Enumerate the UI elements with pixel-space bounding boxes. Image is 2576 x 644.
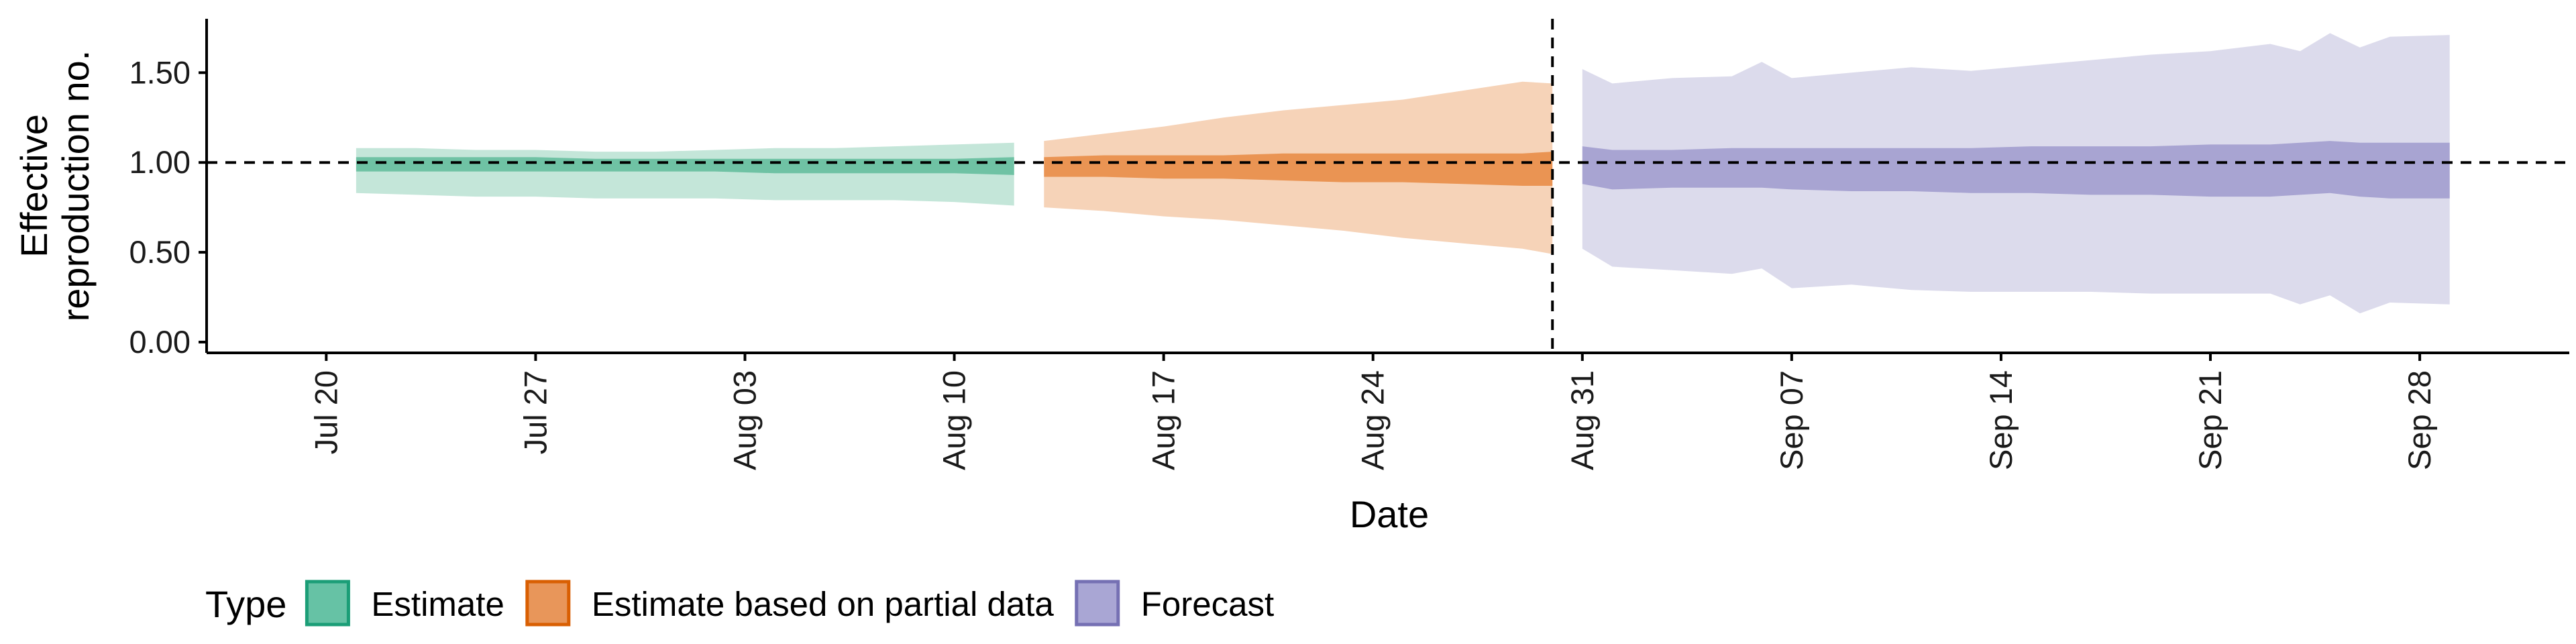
legend-title: Type (205, 583, 286, 625)
y-tick-label: 0.50 (129, 234, 191, 270)
legend-key-estimate-based-on-partial-data (525, 580, 571, 627)
y-axis-title-line: reproduction no. (54, 50, 97, 322)
x-tick-label: Jul 27 (517, 370, 553, 454)
x-tick-label: Sep 21 (2192, 370, 2228, 470)
forecast-inner-band (1582, 141, 2450, 199)
ribbon-layer (356, 33, 2450, 314)
x-tick-label: Aug 17 (1146, 370, 1181, 470)
legend-label-estimate-based-on-partial-data: Estimate based on partial data (592, 585, 1055, 623)
axes: 0.00 0.50 1.00 1.50 Jul 20 Jul 27 Aug 03 Aug 10… (13, 19, 2569, 535)
legend-label-forecast: Forecast (1141, 585, 1274, 623)
estimate-based-on-partial-data-inner-band (1044, 152, 1553, 186)
x-tick-label: Aug 03 (727, 370, 762, 470)
y-tick-label: 1.50 (129, 54, 191, 90)
y-axis-title-line: Effective (13, 114, 55, 258)
y-axis-title: Effectivereproduction no. (13, 50, 97, 322)
y-tick-label: 1.00 (129, 144, 191, 180)
legend: Type Estimate Estimate based on partial da… (205, 580, 1274, 627)
x-tick-label: Aug 10 (936, 370, 972, 470)
x-tick-label: Sep 14 (1983, 370, 2019, 470)
y-tick-label: 0.00 (129, 324, 191, 360)
x-axis-title: Date (1350, 493, 1429, 535)
x-tick-label: Sep 28 (2402, 370, 2437, 470)
legend-key-forecast (1075, 580, 1120, 627)
legend-label-estimate: Estimate (371, 585, 504, 623)
x-tick-label: Sep 07 (1774, 370, 1809, 470)
x-tick-label: Aug 31 (1564, 370, 1600, 470)
legend-key-estimate (305, 580, 350, 627)
x-tick-label: Jul 20 (308, 370, 343, 454)
estimate-outer-band (356, 142, 1014, 206)
x-tick-label: Aug 24 (1355, 370, 1391, 470)
